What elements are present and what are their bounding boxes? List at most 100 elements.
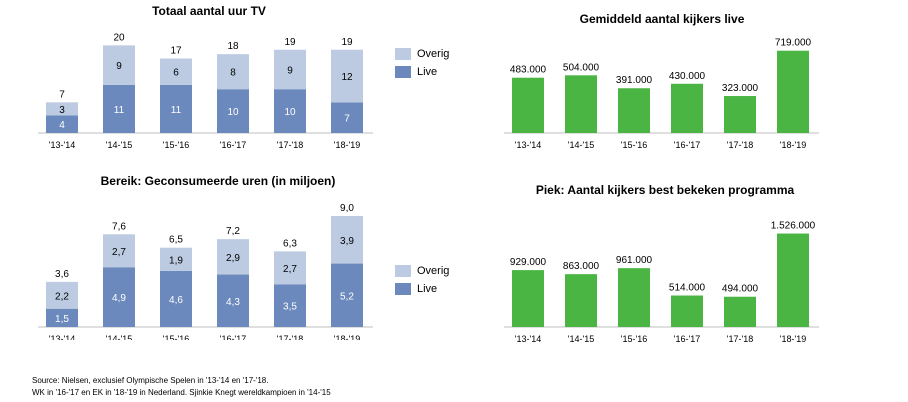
bar-overig bbox=[160, 58, 192, 85]
bar-overig bbox=[46, 281, 78, 309]
x-tick-label: '13-'14 bbox=[515, 140, 541, 150]
data-label-overig: 2,7 bbox=[283, 264, 297, 275]
legend-swatch-live bbox=[395, 283, 411, 295]
data-label-overig: 2,7 bbox=[112, 247, 126, 258]
data-label-live: 4,3 bbox=[226, 297, 240, 308]
data-label-overig: 3,9 bbox=[340, 236, 354, 247]
bar-overig bbox=[160, 247, 192, 271]
data-label: 391.000 bbox=[616, 75, 653, 86]
data-label-total: 7 bbox=[59, 89, 65, 100]
bar-overig bbox=[274, 251, 306, 285]
legend-item-overig: Overig bbox=[395, 265, 449, 277]
chart-peak-viewers: 929.000 '13-'14 863.000 '14-'15 961.000 '15-'… bbox=[504, 221, 819, 344]
data-label: 1.526.000 bbox=[771, 221, 816, 232]
legend-label-live: Live bbox=[417, 283, 438, 295]
chart-title-peak-viewers: Piek: Aantal kijkers best bekeken progra… bbox=[535, 183, 795, 197]
legend-item-live: Live bbox=[395, 283, 449, 295]
data-label: 430.000 bbox=[669, 71, 706, 82]
bar-live bbox=[331, 102, 363, 133]
x-tick-label: '16-'17 bbox=[220, 140, 246, 150]
bar-overig bbox=[331, 215, 363, 264]
data-label-overig: 6 bbox=[173, 68, 179, 79]
bar-live bbox=[103, 267, 135, 327]
bar-overig bbox=[103, 234, 135, 268]
x-tick-label: '15-'16 bbox=[163, 140, 189, 150]
data-label: 719.000 bbox=[775, 38, 812, 49]
x-tick-label: '18-'19 bbox=[334, 334, 360, 340]
x-tick-label: '17-'18 bbox=[277, 140, 303, 150]
bar bbox=[777, 233, 809, 327]
bar bbox=[565, 274, 597, 327]
data-label-total: 9,0 bbox=[340, 203, 354, 214]
bar-overig bbox=[46, 102, 78, 116]
bar-live bbox=[46, 115, 78, 133]
data-label-total: 3,6 bbox=[55, 269, 69, 280]
data-label-live: 4,6 bbox=[169, 295, 183, 306]
bar-overig bbox=[331, 49, 363, 103]
bar bbox=[671, 83, 703, 133]
data-label: 483.000 bbox=[510, 65, 547, 76]
data-label-overig: 9 bbox=[287, 65, 293, 76]
bar bbox=[777, 50, 809, 133]
data-label-live: 10 bbox=[227, 107, 239, 118]
x-tick-label: '14-'15 bbox=[568, 140, 594, 150]
legend-swatch-overig bbox=[395, 48, 411, 60]
legend-item-overig: Overig bbox=[395, 48, 449, 60]
data-label-total: 6,3 bbox=[283, 238, 297, 249]
data-label-total: 17 bbox=[170, 46, 182, 57]
data-label: 323.000 bbox=[722, 83, 759, 94]
chart-reach: 1,5 2,2 3,6 '13-'14 4,9 2,7 7,6 '14-'15 4,6 1,9 6,… bbox=[38, 203, 373, 340]
bar bbox=[512, 270, 544, 327]
bar-live bbox=[103, 84, 135, 133]
legend-label-overig: Overig bbox=[417, 48, 450, 60]
bar-overig bbox=[217, 54, 249, 90]
x-tick-label: '15-'16 bbox=[163, 334, 189, 340]
data-label: 863.000 bbox=[563, 261, 600, 272]
x-tick-label: '18-'19 bbox=[780, 140, 806, 150]
x-tick-label: '16-'17 bbox=[674, 140, 700, 150]
x-tick-label: '17-'18 bbox=[277, 334, 303, 340]
footnote-line-1: Source: Nielsen, exclusief Olympische Sp… bbox=[32, 376, 269, 385]
bar bbox=[671, 295, 703, 327]
x-tick-label: '14-'15 bbox=[568, 334, 594, 344]
x-tick-label: '13-'14 bbox=[49, 140, 75, 150]
bar-live bbox=[331, 263, 363, 327]
data-label-live: 4,9 bbox=[112, 293, 126, 304]
x-tick-label: '14-'15 bbox=[106, 334, 132, 340]
chart-title-avg-viewers: Gemiddeld aantal kijkers live bbox=[579, 12, 745, 26]
data-label-live: 7 bbox=[344, 114, 350, 125]
bar bbox=[512, 77, 544, 133]
data-label-live: 11 bbox=[171, 105, 182, 116]
data-label-live: 10 bbox=[284, 107, 296, 118]
data-label-total: 7,6 bbox=[112, 221, 126, 232]
data-label-total: 7,2 bbox=[226, 226, 240, 237]
legend-tv-hours: Overig Live bbox=[395, 48, 449, 84]
chart-tv-hours: 4 3 7 '13-'14 11 9 20 '14-'15 11 6 17 '15-'16 10 8 18 '… bbox=[38, 32, 373, 150]
data-label-live: 5,2 bbox=[340, 291, 354, 302]
data-label-overig: 8 bbox=[230, 68, 236, 79]
legend-label-overig: Overig bbox=[417, 265, 450, 277]
x-tick-label: '18-'19 bbox=[780, 334, 806, 344]
bar bbox=[724, 96, 756, 133]
legend-swatch-overig bbox=[395, 265, 411, 277]
data-label-live: 4 bbox=[59, 120, 65, 131]
bar-live bbox=[274, 89, 306, 133]
x-tick-label: '15-'16 bbox=[621, 140, 647, 150]
bar-live bbox=[160, 84, 192, 133]
data-label: 929.000 bbox=[510, 257, 547, 268]
bar-overig bbox=[274, 49, 306, 90]
x-tick-label: '16-'17 bbox=[674, 334, 700, 344]
bar bbox=[618, 268, 650, 327]
x-tick-label: '17-'18 bbox=[727, 140, 753, 150]
x-tick-label: '13-'14 bbox=[49, 334, 75, 340]
data-label-total: 6,5 bbox=[169, 235, 183, 246]
data-label-overig: 9 bbox=[116, 61, 122, 72]
data-label: 494.000 bbox=[722, 284, 759, 295]
bar bbox=[565, 75, 597, 133]
data-label-total: 19 bbox=[341, 37, 353, 48]
footnote-line-2: WK in '16-'17 en EK in '18-'19 in Nederl… bbox=[32, 388, 331, 397]
data-label-overig: 1,9 bbox=[169, 255, 183, 266]
x-tick-label: '16-'17 bbox=[220, 334, 246, 340]
data-label-overig: 2,9 bbox=[226, 253, 240, 264]
bar-overig bbox=[217, 239, 249, 275]
